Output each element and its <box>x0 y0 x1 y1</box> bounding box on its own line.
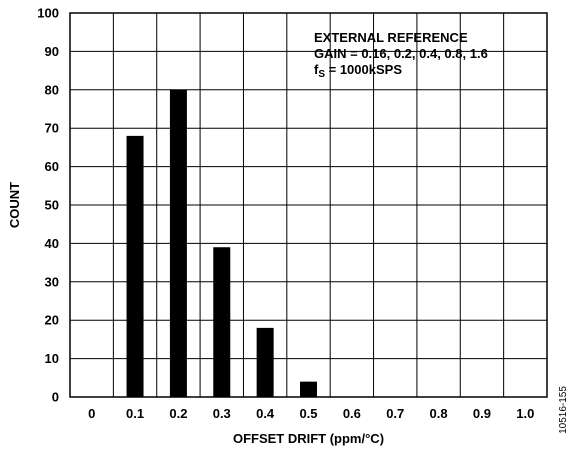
x-tick-label-9: 0.9 <box>473 406 491 421</box>
y-tick-labels: 0 10 20 30 40 50 60 70 80 90 100 <box>37 6 59 405</box>
annotation-fs-rest: = 1000kSPS <box>325 62 402 77</box>
x-tick-label-0: 0 <box>88 406 95 421</box>
annotation-line-1: EXTERNAL REFERENCE <box>314 30 468 45</box>
y-tick-label-7: 70 <box>45 121 59 136</box>
y-tick-label-2: 20 <box>45 313 59 328</box>
y-tick-label-5: 50 <box>45 198 59 213</box>
bar-0.1 <box>126 135 144 397</box>
annotation-fs-subscript: S <box>318 69 325 80</box>
y-tick-label-8: 80 <box>45 82 59 97</box>
x-tick-label-1: 0.1 <box>126 406 144 421</box>
y-tick-label-4: 40 <box>45 236 59 251</box>
y-tick-label-10: 100 <box>37 6 59 21</box>
y-tick-label-1: 10 <box>45 351 59 366</box>
y-tick-label-0: 0 <box>52 390 59 405</box>
x-tick-label-8: 0.8 <box>430 406 448 421</box>
plot-frame <box>69 12 548 398</box>
annotation-line-2: GAIN = 0.16, 0.2, 0.4, 0.8, 1.6 <box>314 46 488 61</box>
y-tick-label-9: 90 <box>45 44 59 59</box>
annotation-box: EXTERNAL REFERENCE GAIN = 0.16, 0.2, 0.4… <box>314 30 488 80</box>
y-tick-label-6: 60 <box>45 159 59 174</box>
bar-0.4 <box>256 327 274 397</box>
x-tick-label-7: 0.7 <box>386 406 404 421</box>
x-axis-label: OFFSET DRIFT (ppm/°C) <box>233 431 384 446</box>
figure-id: 10516-155 <box>558 386 569 434</box>
bar-0.3 <box>213 247 231 397</box>
x-tick-label-4: 0.4 <box>256 406 275 421</box>
x-tick-label-2: 0.2 <box>169 406 187 421</box>
y-axis-label: COUNT <box>7 182 22 228</box>
annotation-fs-main: f <box>314 62 319 77</box>
bar-0.2 <box>169 89 187 398</box>
x-tick-labels: 0 0.1 0.2 0.3 0.4 0.5 0.6 0.7 0.8 0.9 1.0 <box>88 406 534 421</box>
annotation-line-3: fS = 1000kSPS <box>314 62 402 80</box>
x-tick-label-10: 1.0 <box>516 406 534 421</box>
bar-0.5 <box>300 381 317 397</box>
x-tick-label-3: 0.3 <box>213 406 231 421</box>
bars <box>126 89 317 398</box>
y-tick-label-3: 30 <box>45 274 59 289</box>
x-tick-label-5: 0.5 <box>299 406 317 421</box>
x-tick-label-6: 0.6 <box>343 406 361 421</box>
